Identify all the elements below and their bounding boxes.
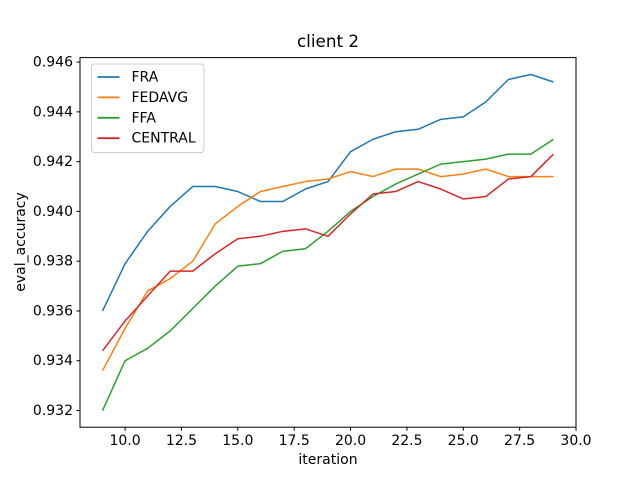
x-axis-label: iteration — [298, 452, 357, 468]
x-tick-label: 25.0 — [448, 433, 479, 449]
y-tick-label: 0.944 — [33, 104, 73, 120]
x-tick-label: 17.5 — [279, 433, 310, 449]
series-line-central — [101, 153, 554, 352]
y-tick-label: 0.934 — [33, 353, 73, 369]
series-layer — [101, 73, 554, 411]
x-tick-label: 27.5 — [504, 433, 535, 449]
x-tick-label: 10.0 — [110, 433, 141, 449]
chart-title: client 2 — [297, 31, 359, 51]
series-line-fedavg — [101, 168, 554, 372]
y-tick-label: 0.946 — [33, 55, 73, 71]
legend: FRA FEDAVG FFA CENTRAL — [91, 63, 205, 153]
legend-box — [91, 63, 205, 153]
y-tick-label: 0.940 — [33, 204, 73, 220]
legend-label-fedavg: FEDAVG — [132, 90, 189, 106]
x-tick-label: 20.0 — [335, 433, 366, 449]
x-tick-label: 30.0 — [560, 433, 591, 449]
y-tick-label: 0.936 — [33, 303, 73, 319]
series-line-ffa — [101, 138, 554, 411]
plot-area — [79, 57, 577, 428]
axes: 10.0 12.5 15.0 17.5 20.0 22.5 25.0 27.5 30.0 0.93… — [33, 55, 592, 450]
y-tick-label: 0.932 — [33, 403, 73, 419]
y-axis-label: eval_accuracy — [13, 192, 29, 292]
y-tick-label: 0.942 — [33, 154, 73, 170]
legend-label-central: CENTRAL — [132, 131, 196, 147]
x-tick-label: 12.5 — [166, 433, 197, 449]
y-tick-label: 0.938 — [33, 254, 73, 270]
legend-label-ffa: FFA — [132, 110, 157, 126]
legend-label-fra: FRA — [132, 70, 159, 86]
x-tick-label: 15.0 — [222, 433, 253, 449]
x-tick-label: 22.5 — [391, 433, 422, 449]
series-line-fra — [101, 73, 554, 312]
